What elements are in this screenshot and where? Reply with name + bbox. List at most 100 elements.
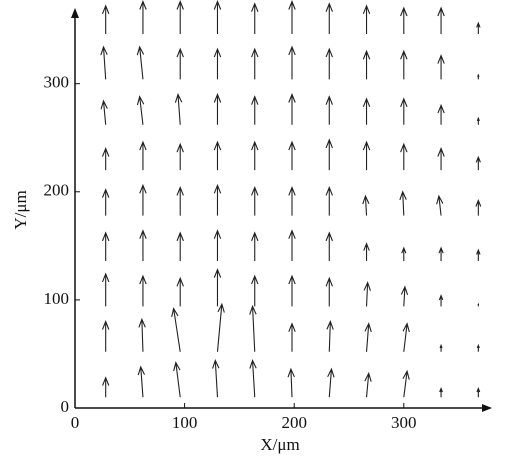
vector-arrow: [139, 229, 147, 261]
vector-arrow: [402, 369, 410, 398]
vector-arrow: [362, 4, 371, 34]
vector-arrow: [288, 140, 296, 171]
vector-arrow: [137, 365, 146, 398]
vector-arrow: [325, 138, 333, 171]
vector-arrow: [477, 302, 480, 307]
y-tick-label: 200: [44, 181, 70, 200]
vector-arrow: [136, 45, 145, 80]
vector-arrow: [476, 387, 481, 398]
vector-arrow: [139, 274, 147, 307]
x-tick-label: 100: [172, 413, 198, 432]
vector-arrow: [402, 322, 410, 352]
vector-arrow: [325, 95, 333, 125]
vector-arrow: [213, 183, 222, 216]
vector-arrow: [287, 367, 295, 398]
vector-arrow: [213, 268, 222, 307]
vector-arrow: [325, 231, 333, 261]
vector-arrow: [288, 185, 296, 216]
vector-arrow: [101, 188, 110, 216]
y-axis-arrow: [71, 8, 79, 18]
vector-arrow: [251, 274, 259, 307]
vector-arrow: [399, 190, 407, 216]
vector-arrow: [101, 320, 110, 352]
vector-arrow: [102, 376, 110, 398]
vector-arrow: [400, 6, 408, 34]
x-axis-label: X/μm: [260, 435, 299, 454]
vector-arrow: [362, 97, 371, 125]
vector-arrow: [288, 274, 296, 307]
x-tick-label: 200: [281, 413, 307, 432]
vector-arrow: [364, 322, 372, 352]
vector-arrow: [176, 0, 184, 34]
vector-arrow: [213, 0, 222, 34]
vector-arrow: [325, 2, 333, 34]
vector-arrow: [249, 358, 257, 398]
vector-arrow: [213, 229, 222, 261]
y-axis-label: Y/μm: [11, 190, 30, 229]
vector-arrow: [100, 99, 108, 125]
vector-arrow: [362, 194, 370, 216]
vector-arrow: [216, 302, 225, 352]
vector-arrow: [325, 47, 333, 80]
vector-arrow: [364, 371, 372, 398]
vector-arrow: [476, 21, 481, 34]
vector-arrow: [139, 183, 147, 216]
vector-arrow: [176, 185, 184, 216]
vector-arrow: [213, 140, 222, 171]
y-tick-label: 100: [44, 289, 70, 308]
x-axis-arrow: [482, 404, 492, 412]
y-tick-label: 300: [44, 73, 70, 92]
vector-arrow: [400, 142, 408, 171]
vector-arrow: [101, 4, 110, 34]
vector-arrow: [401, 246, 407, 261]
vector-arrow: [288, 322, 296, 352]
vector-arrow: [176, 47, 184, 80]
vector-arrow: [475, 198, 482, 216]
vector-arrow: [101, 272, 110, 307]
vector-arrow: [288, 93, 296, 125]
vector-arrow: [171, 307, 181, 352]
vector-arrow: [251, 2, 259, 34]
vector-arrow: [100, 45, 108, 80]
vector-arrow: [213, 93, 222, 125]
vector-arrow: [438, 294, 444, 307]
vector-arrow: [326, 320, 334, 352]
vector-arrow: [288, 45, 296, 80]
vector-arrow: [288, 229, 296, 261]
vector-arrow: [251, 185, 259, 216]
vector-arrow: [437, 147, 445, 171]
vector-arrow: [362, 140, 371, 171]
vector-arrow: [325, 276, 333, 307]
vector-arrow: [138, 317, 146, 352]
vector-arrow: [476, 248, 481, 261]
vector-arrow: [439, 387, 443, 398]
vector-arrow: [251, 47, 259, 80]
vector-arrow: [400, 97, 408, 125]
vector-arrow: [476, 343, 480, 352]
vector-arrow: [437, 6, 445, 34]
vector-arrow: [476, 116, 480, 125]
vector-arrow: [139, 140, 147, 171]
vector-arrow: [400, 49, 408, 80]
vector-arrow: [327, 367, 335, 398]
vector-arrow: [400, 285, 409, 307]
vector-arrow: [438, 246, 444, 261]
vector-arrow: [249, 304, 257, 352]
vector-arrow: [213, 47, 222, 80]
vector-arrow: [136, 95, 145, 125]
x-tick-label: 300: [391, 413, 417, 432]
vector-arrow: [176, 231, 184, 261]
vector-arrow: [176, 276, 184, 307]
vector-arrow: [477, 73, 480, 80]
vector-arrow: [173, 361, 181, 398]
vector-arrow: [325, 185, 333, 216]
vector-arrow: [436, 194, 444, 216]
vector-arrow: [251, 231, 259, 261]
vector-arrow: [288, 0, 296, 34]
vector-arrow: [362, 49, 371, 80]
vector-arrow: [363, 281, 371, 307]
x-tick-label: 0: [71, 413, 80, 432]
vector-arrow: [251, 140, 259, 171]
vector-arrow: [437, 103, 445, 125]
